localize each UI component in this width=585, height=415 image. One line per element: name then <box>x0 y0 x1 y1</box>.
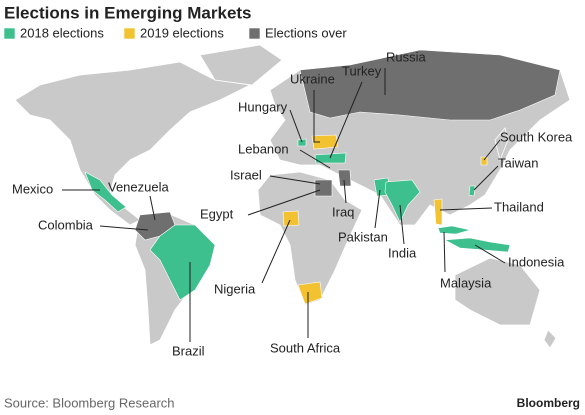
title: Elections in Emerging Markets <box>4 3 252 22</box>
country-label: Mexico <box>12 181 53 196</box>
brand: Bloomberg <box>517 396 580 410</box>
country-label: Pakistan <box>338 229 388 244</box>
legend-label: 2018 elections <box>20 25 104 40</box>
country-label: Egypt <box>200 206 234 221</box>
country-label: Hungary <box>238 99 288 114</box>
country-label: Taiwan <box>498 155 538 170</box>
legend-swatch <box>3 27 16 40</box>
country-label: Ukraine <box>290 71 335 86</box>
country-label: South Korea <box>500 129 573 144</box>
country-label: Russia <box>386 49 427 64</box>
country-label: Malaysia <box>440 275 492 290</box>
country-label: Nigeria <box>214 281 256 296</box>
country-label: Turkey <box>342 63 382 78</box>
world-map <box>14 44 571 349</box>
country-label: Iraq <box>332 204 354 219</box>
country-label: Brazil <box>172 343 205 358</box>
country-label: Colombia <box>38 217 94 232</box>
country-label: Thailand <box>494 199 544 214</box>
leader-lines <box>62 68 506 342</box>
country-label: South Africa <box>270 340 341 355</box>
source: Source: Bloomberg Research <box>4 395 175 410</box>
legend-swatch <box>248 27 261 40</box>
legend-label: 2019 elections <box>140 25 224 40</box>
country-label: Venezuela <box>108 179 169 194</box>
country-label: Lebanon <box>238 141 289 156</box>
country-label: India <box>388 245 417 260</box>
country-labels: Russia Ukraine Turkey Hungary Lebanon Is… <box>12 49 573 358</box>
country-label: Israel <box>230 167 262 182</box>
legend-label: Elections over <box>265 25 347 40</box>
legend-swatch <box>123 27 136 40</box>
country-label: Indonesia <box>508 254 565 269</box>
